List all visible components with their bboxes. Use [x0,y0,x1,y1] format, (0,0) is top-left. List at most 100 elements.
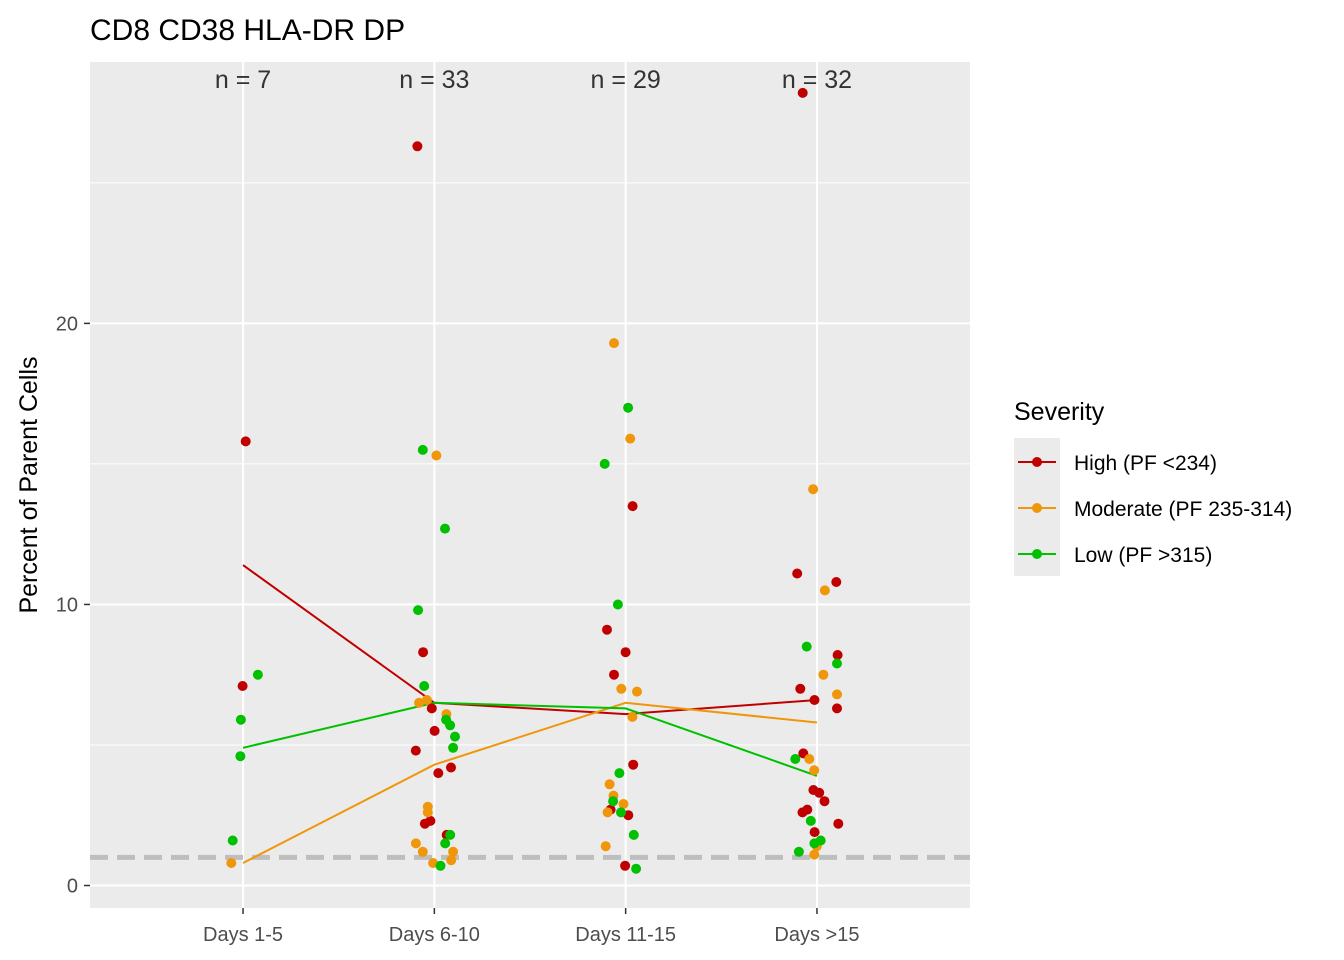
data-point [804,754,815,764]
data-point [612,599,623,610]
data-point [599,458,610,469]
data-point [448,846,459,857]
data-point [435,860,446,871]
data-point [446,762,456,773]
data-point [832,658,842,669]
trend-line [242,564,818,716]
data-point [833,818,844,829]
data-point [235,714,246,725]
data-point [226,858,237,868]
data-point [616,807,626,818]
data-point [235,751,246,762]
data-point [795,683,806,694]
data-point [614,768,625,779]
legend: Severity High (PF <234) Moderate (PF 235-… [1014,398,1292,576]
data-point [809,827,820,838]
data-point [628,759,639,770]
data-point [628,829,639,840]
group-count-label: n = 29 [591,66,661,94]
data-point [792,568,803,579]
data-point [608,796,619,807]
data-point [832,650,843,660]
x-tick-label: Days >15 [774,924,859,946]
data-point [419,681,430,691]
data-point [426,703,437,714]
grid-minor-lines [90,182,970,746]
data-point [808,484,819,495]
trend-line [242,701,818,777]
data-point [417,846,428,857]
data-point [414,697,425,708]
data-point [413,605,424,616]
data-point [793,846,804,857]
data-point [797,807,808,818]
data-point [790,754,801,764]
data-point [227,835,238,846]
data-point [600,841,611,852]
data-point [623,402,634,413]
y-tick-label: 20 [56,313,78,335]
data-point [814,787,825,798]
legend-key-point [1032,457,1042,467]
legend-label: Low (PF >315) [1074,544,1212,567]
data-point [609,669,619,680]
data-point [448,742,459,753]
data-point [431,450,442,461]
data-point [445,829,456,840]
data-point [445,720,456,731]
data-point [237,681,248,691]
data-point [616,683,627,694]
data-point [418,647,429,658]
legend-label: Moderate (PF 235-314) [1074,498,1292,521]
data-point [604,779,615,790]
data-point [422,807,433,818]
y-axis: 0 10 20 [56,313,90,898]
chart-title: CD8 CD38 HLA-DR DP [90,14,405,47]
data-point [417,444,428,455]
data-point [618,799,629,809]
data-point [620,860,631,871]
data-point [627,501,638,512]
data-point [602,624,612,635]
data-points [226,87,844,874]
group-count-label: n = 7 [215,66,271,94]
data-point [625,433,636,444]
data-point [797,87,808,98]
data-point [805,815,816,826]
data-point [819,585,830,596]
y-tick-label: 0 [67,876,78,898]
data-point [801,641,812,652]
legend-title: Severity [1014,398,1105,426]
data-point [440,523,450,534]
y-axis-label: Percent of Parent Cells [15,356,43,613]
legend-key-point [1032,503,1042,513]
data-point [809,849,820,860]
group-count-label: n = 32 [782,66,852,94]
data-point [627,711,638,722]
data-point [831,577,842,587]
data-point [832,689,842,700]
data-point [433,768,444,779]
group-count-label: n = 33 [399,66,469,94]
legend-label: High (PF <234) [1074,452,1217,475]
data-point [240,436,251,447]
data-point [419,818,430,829]
x-axis: Days 1-5 Days 6-10 Days 11-15 Days >15 [203,908,859,946]
data-point [412,141,423,152]
data-point [809,765,820,776]
legend-key-point [1032,549,1042,559]
data-point [818,669,829,680]
x-tick-label: Days 6-10 [389,924,480,946]
data-point [620,647,631,658]
data-point [252,669,263,680]
group-count-labels: n = 7 n = 33 n = 29 n = 32 [215,66,852,94]
data-point [450,731,460,742]
data-point [602,807,613,818]
data-point [631,863,642,874]
data-point [429,725,440,736]
data-point [410,745,421,756]
legend-items: High (PF <234) Moderate (PF 235-314) Low (… [1018,452,1292,567]
y-tick-label: 10 [56,594,78,616]
x-tick-label: Days 11-15 [575,924,676,946]
